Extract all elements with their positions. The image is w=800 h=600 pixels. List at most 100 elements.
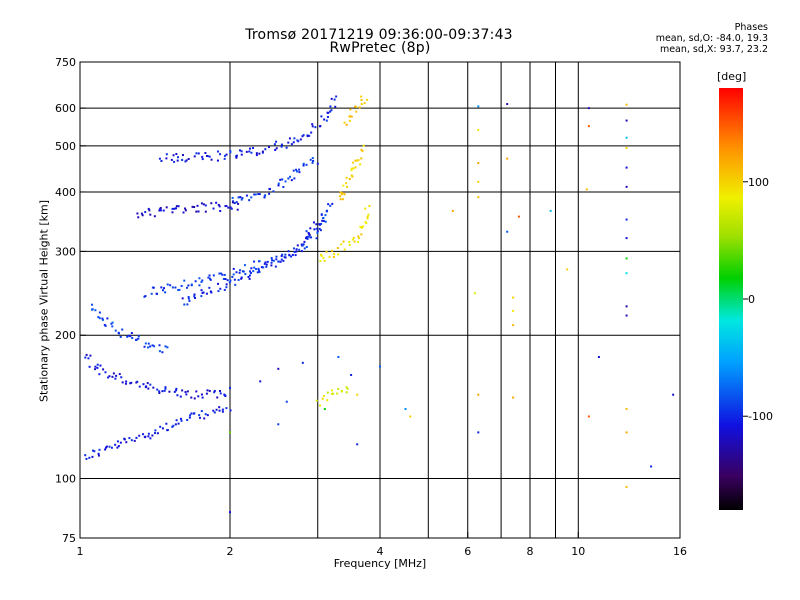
data-point [96,363,99,366]
data-point [203,417,206,420]
data-point [185,159,188,162]
data-point [216,396,219,399]
data-point [299,138,302,141]
data-point [275,258,278,261]
data-point [280,255,283,258]
data-point [340,389,343,392]
data-point [327,203,330,206]
data-point [232,273,235,276]
data-point [585,188,588,191]
data-point [277,182,280,185]
data-point [184,160,187,163]
data-point [215,408,218,411]
data-point [170,158,173,161]
data-point [477,196,480,199]
data-point [212,409,215,412]
data-point [241,270,244,273]
data-point [280,143,283,146]
data-point [117,331,120,334]
data-point [160,286,163,289]
data-point [250,151,253,154]
data-point [261,150,264,153]
data-point [340,193,343,196]
data-point [149,383,152,386]
data-point [165,157,168,160]
data-point [146,382,149,385]
data-point [225,283,228,286]
data-point [322,394,325,397]
data-point [512,309,515,312]
data-point [193,155,196,158]
data-point [229,149,232,152]
data-point [337,356,340,359]
data-point [343,193,346,196]
data-point [302,162,305,165]
data-point [287,141,290,144]
data-point [298,171,301,174]
data-point [566,268,569,271]
data-point [319,404,322,407]
data-point [206,155,209,158]
data-point [198,416,201,419]
data-point [142,433,145,436]
data-point [98,317,101,320]
data-point [223,154,226,157]
data-point [360,157,363,160]
data-point [359,225,362,228]
data-point [108,445,111,448]
data-point [329,110,332,113]
data-point [364,220,367,223]
data-point [252,270,255,273]
data-point [166,429,169,432]
data-point [364,207,367,210]
x-tick-label: 8 [527,545,534,558]
data-point [144,435,147,438]
data-point [248,199,251,202]
data-point [195,210,198,213]
data-point [506,103,509,106]
data-point [274,265,277,268]
data-point [273,143,276,146]
data-point [368,204,371,207]
data-point [177,156,180,159]
data-point [330,109,333,112]
data-point [294,254,297,257]
y-tick-label: 200 [55,329,76,342]
data-point [161,390,164,393]
data-point [232,200,235,203]
data-point [182,211,185,214]
data-point [284,180,287,183]
data-point [318,223,321,226]
data-point [194,296,197,299]
data-point [219,210,222,213]
data-point [254,193,257,196]
data-point [329,105,332,108]
data-point [312,159,315,162]
data-point [260,266,263,269]
data-point [208,155,211,158]
data-point [194,280,197,283]
data-point [342,240,345,243]
colorbar-ticks: 100 0 -100 [743,176,773,423]
data-point [287,177,290,180]
chart-title-line2: RwPretec (8p) [329,40,431,56]
data-point [473,292,476,295]
data-point [270,264,273,267]
data-point [301,361,304,364]
data-point [147,342,150,345]
data-point [284,256,287,259]
data-point [179,417,182,420]
data-point [248,147,251,150]
data-point [258,270,261,273]
data-point [358,106,361,109]
data-point [147,432,150,435]
data-point [336,247,339,250]
data-point [311,161,314,164]
data-point [119,441,122,444]
data-point [352,167,355,170]
data-point [298,248,301,251]
data-point [84,356,87,359]
data-point [357,240,360,243]
data-point [277,260,280,263]
data-point [354,159,357,162]
